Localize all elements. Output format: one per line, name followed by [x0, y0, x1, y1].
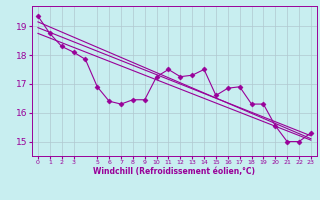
X-axis label: Windchill (Refroidissement éolien,°C): Windchill (Refroidissement éolien,°C) [93, 167, 255, 176]
